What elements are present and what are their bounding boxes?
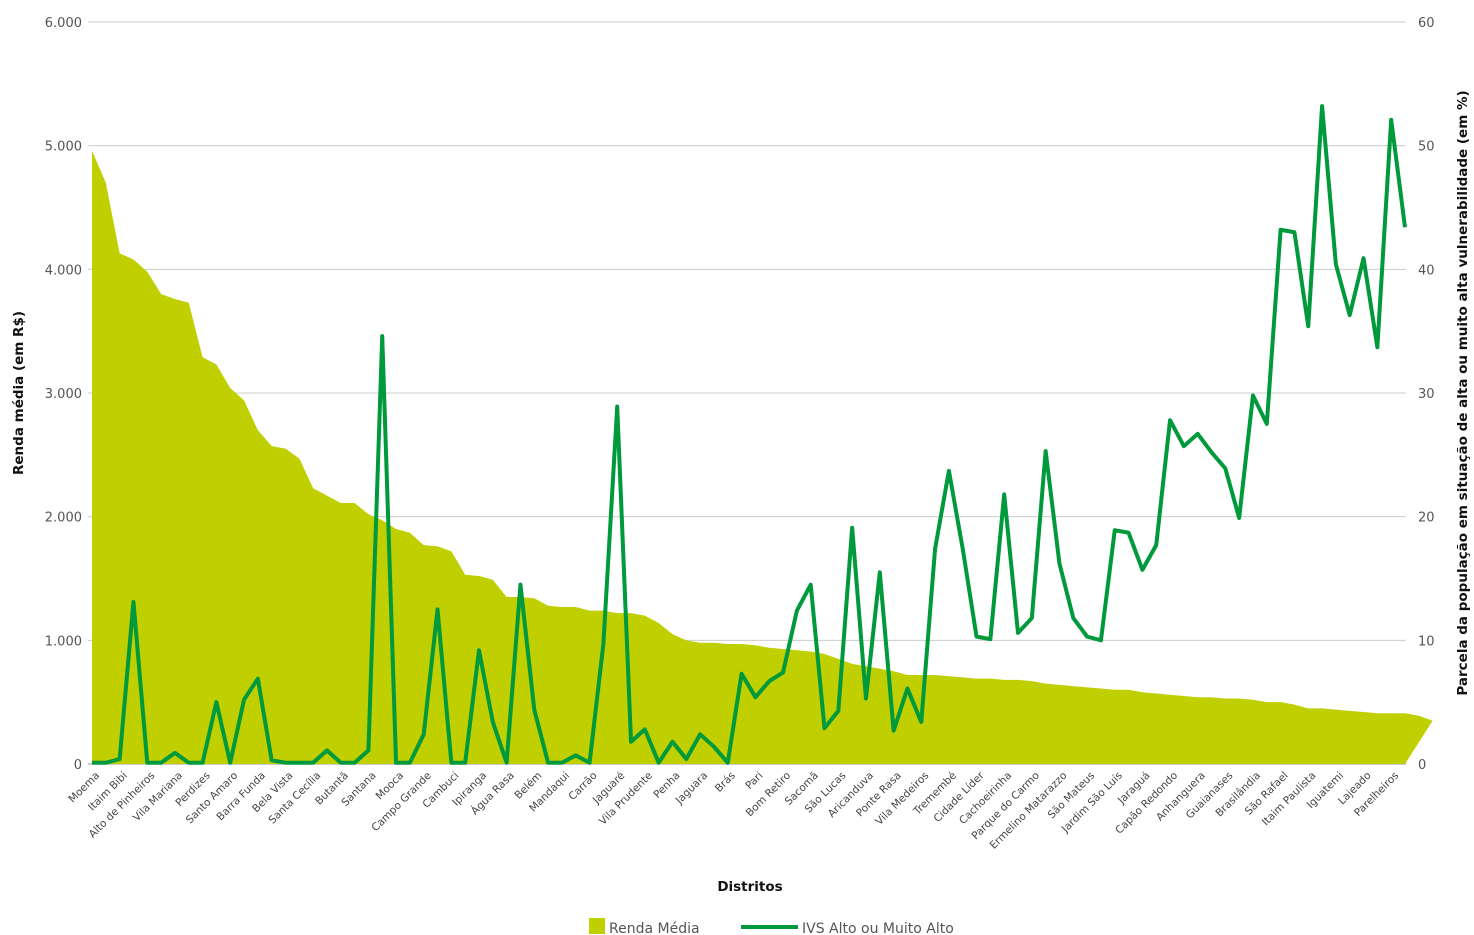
legend-label-ivs: IVS Alto ou Muito Alto bbox=[802, 921, 954, 935]
y-left-tick-label: 4.000 bbox=[45, 263, 82, 278]
renda-media-area bbox=[92, 150, 1433, 765]
y-right-tick-label: 60 bbox=[1418, 16, 1435, 31]
y-right-tick-label: 0 bbox=[1418, 758, 1426, 773]
y-right-tick-label: 30 bbox=[1418, 387, 1435, 402]
y-left-tick-label: 5.000 bbox=[45, 140, 82, 155]
y-right-tick-label: 50 bbox=[1418, 140, 1435, 155]
legend-swatch-renda bbox=[589, 918, 605, 934]
x-axis-title: Distritos bbox=[717, 879, 782, 895]
y-left-tick-label: 0 bbox=[74, 758, 82, 773]
legend: Renda Média IVS Alto ou Muito Alto bbox=[589, 918, 954, 935]
legend-label-renda: Renda Média bbox=[609, 921, 700, 935]
y-axis-left-title: Renda média (em R$) bbox=[11, 311, 27, 475]
y-right-tick-label: 10 bbox=[1418, 634, 1435, 649]
ivs-line bbox=[92, 104, 1407, 765]
x-tick-label: Brás bbox=[713, 770, 738, 795]
x-tick-label: Pari bbox=[743, 770, 765, 792]
y-left-tick-label: 3.000 bbox=[45, 387, 82, 402]
y-axis-left-ticks: 0 1.000 2.000 3.000 4.000 5.000 6.000 bbox=[45, 16, 82, 773]
y-left-tick-label: 2.000 bbox=[45, 511, 82, 526]
y-right-tick-label: 20 bbox=[1418, 511, 1435, 526]
y-left-tick-label: 6.000 bbox=[45, 16, 82, 31]
y-left-tick-label: 1.000 bbox=[45, 634, 82, 649]
y-right-tick-label: 40 bbox=[1418, 263, 1435, 278]
y-axis-right-title: Parcela da população em situação de alta… bbox=[1455, 90, 1471, 695]
y-axis-right-ticks: 0 10 20 30 40 50 60 bbox=[1418, 16, 1435, 773]
